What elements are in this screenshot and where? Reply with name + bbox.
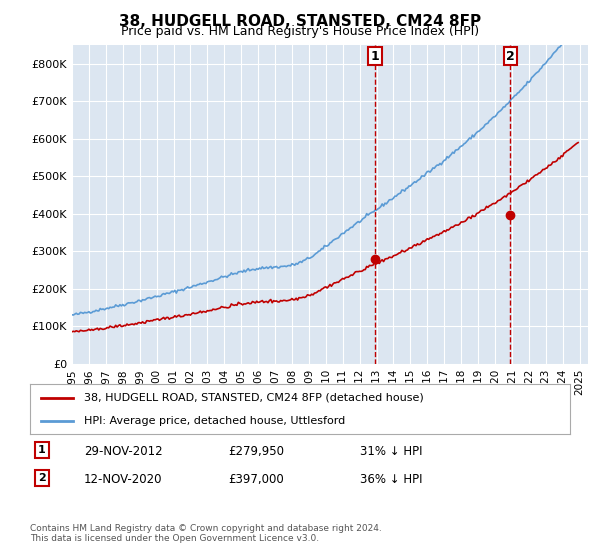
Text: 31% ↓ HPI: 31% ↓ HPI xyxy=(360,445,422,458)
Text: 2: 2 xyxy=(38,473,46,483)
Text: 12-NOV-2020: 12-NOV-2020 xyxy=(84,473,163,486)
Text: 1: 1 xyxy=(371,50,379,63)
Text: 36% ↓ HPI: 36% ↓ HPI xyxy=(360,473,422,486)
Text: 29-NOV-2012: 29-NOV-2012 xyxy=(84,445,163,458)
Text: 2: 2 xyxy=(506,50,515,63)
Text: Price paid vs. HM Land Registry's House Price Index (HPI): Price paid vs. HM Land Registry's House … xyxy=(121,25,479,38)
Text: 38, HUDGELL ROAD, STANSTED, CM24 8FP: 38, HUDGELL ROAD, STANSTED, CM24 8FP xyxy=(119,14,481,29)
Text: £279,950: £279,950 xyxy=(228,445,284,458)
Text: £397,000: £397,000 xyxy=(228,473,284,486)
Text: 1: 1 xyxy=(38,445,46,455)
Text: HPI: Average price, detached house, Uttlesford: HPI: Average price, detached house, Uttl… xyxy=(84,417,345,426)
Text: 38, HUDGELL ROAD, STANSTED, CM24 8FP (detached house): 38, HUDGELL ROAD, STANSTED, CM24 8FP (de… xyxy=(84,393,424,403)
Text: Contains HM Land Registry data © Crown copyright and database right 2024.
This d: Contains HM Land Registry data © Crown c… xyxy=(30,524,382,543)
